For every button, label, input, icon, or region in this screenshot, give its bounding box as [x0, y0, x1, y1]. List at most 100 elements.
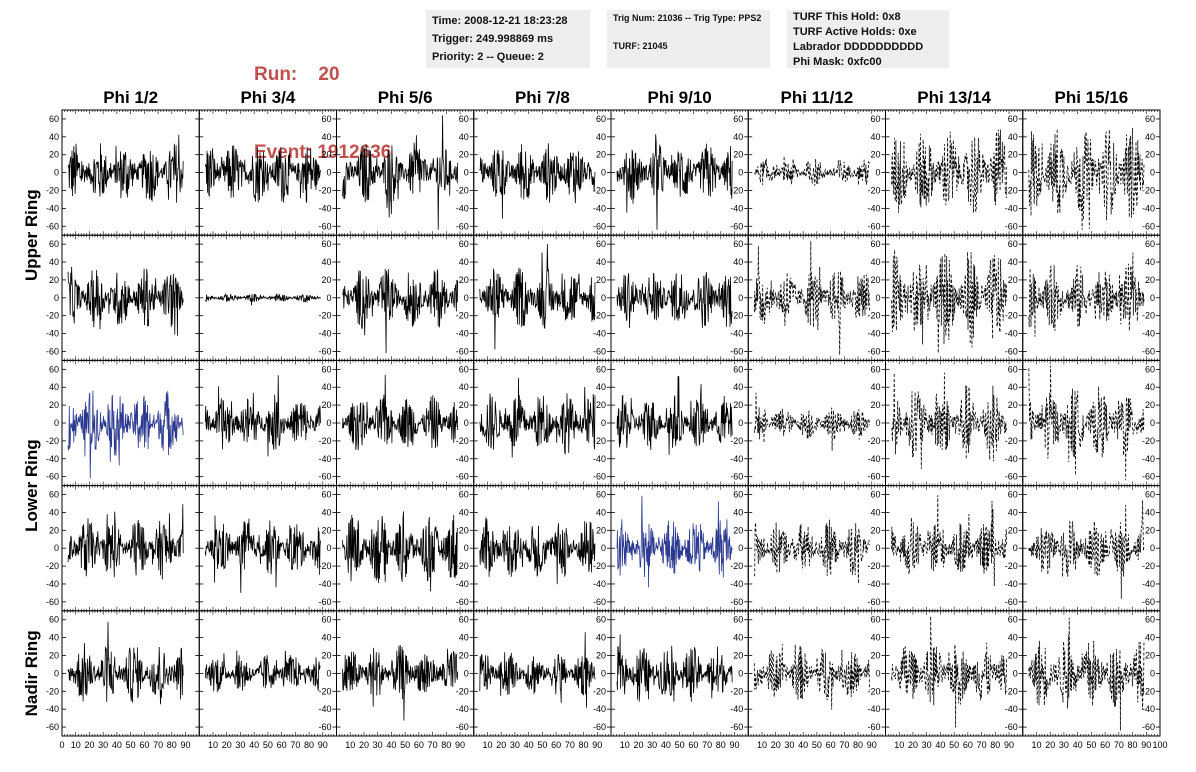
waveform-trace — [342, 268, 459, 354]
y-tick-label: 0 — [54, 543, 59, 553]
y-tick-label: 20 — [596, 275, 606, 285]
y-tick-label: 0 — [464, 293, 469, 303]
y-tick-label: 40 — [49, 633, 59, 643]
y-tick-label: 60 — [596, 364, 606, 374]
y-tick-label: -40 — [1005, 704, 1018, 714]
waveform-trace — [1028, 127, 1145, 230]
y-tick-label: 0 — [1150, 168, 1155, 178]
y-tick-label: -60 — [867, 346, 880, 356]
y-tick-label: 20 — [870, 400, 880, 410]
y-tick-label: 40 — [596, 507, 606, 517]
y-tick-label: -60 — [867, 472, 880, 482]
y-tick-label: -40 — [46, 203, 59, 213]
y-tick-label: 0 — [601, 168, 606, 178]
waveform-trace — [67, 504, 184, 580]
y-tick-label: 0 — [1150, 293, 1155, 303]
y-tick-label: 20 — [459, 275, 469, 285]
y-tick-label: -60 — [456, 472, 469, 482]
y-tick-label: 40 — [321, 382, 331, 392]
y-tick-label: 0 — [875, 418, 880, 428]
y-tick-label: 20 — [1145, 525, 1155, 535]
y-tick-label: 60 — [596, 615, 606, 625]
y-tick-label: 0 — [326, 418, 331, 428]
y-tick-label: -40 — [46, 579, 59, 589]
y-tick-label: -20 — [1142, 561, 1155, 571]
y-tick-label: 60 — [596, 239, 606, 249]
y-tick-label: -40 — [46, 454, 59, 464]
waveform-trace — [1028, 365, 1145, 481]
y-tick-label: 0 — [464, 668, 469, 678]
y-tick-label: -20 — [1005, 561, 1018, 571]
y-tick-label: 20 — [733, 651, 743, 661]
y-tick-label: -40 — [730, 203, 743, 213]
waveform-trace — [891, 249, 1008, 354]
row-header: Upper Ring — [22, 189, 41, 281]
y-tick-label: 20 — [321, 525, 331, 535]
y-tick-label: 40 — [49, 132, 59, 142]
waveform-trace — [67, 621, 184, 705]
y-tick-label: -40 — [1005, 203, 1018, 213]
y-tick-label: 0 — [601, 418, 606, 428]
y-tick-label: 40 — [1145, 507, 1155, 517]
y-tick-label: -40 — [730, 704, 743, 714]
y-tick-label: 20 — [1145, 400, 1155, 410]
y-tick-label: 60 — [459, 615, 469, 625]
y-tick-label: -60 — [46, 597, 59, 607]
waveform-trace — [753, 643, 870, 710]
waveform-trace — [753, 392, 870, 451]
event-label: Event: — [254, 142, 313, 163]
y-tick-label: 0 — [326, 668, 331, 678]
y-tick-label: 60 — [49, 114, 59, 124]
y-tick-label: 40 — [870, 633, 880, 643]
y-tick-label: -20 — [318, 185, 331, 195]
y-tick-label: 40 — [1145, 382, 1155, 392]
y-tick-label: -60 — [730, 472, 743, 482]
y-tick-label: -40 — [1142, 454, 1155, 464]
y-tick-label: -20 — [1142, 436, 1155, 446]
y-tick-label: 60 — [49, 239, 59, 249]
y-tick-label: 20 — [49, 400, 59, 410]
y-tick-label: 0 — [1013, 668, 1018, 678]
y-tick-label: -20 — [46, 185, 59, 195]
y-tick-label: -60 — [46, 472, 59, 482]
y-tick-label: -20 — [1005, 436, 1018, 446]
waveform-trace — [67, 134, 184, 203]
y-tick-label: 20 — [321, 400, 331, 410]
y-tick-label: -20 — [867, 436, 880, 446]
waveform-trace — [479, 377, 596, 458]
column-header: Phi 13/14 — [917, 88, 991, 107]
y-tick-label: 20 — [870, 275, 880, 285]
y-tick-label: -60 — [867, 722, 880, 732]
y-tick-label: 0 — [738, 168, 743, 178]
y-tick-label: 0 — [875, 543, 880, 553]
y-tick-label: 20 — [1008, 400, 1018, 410]
y-tick-label: 60 — [1008, 364, 1018, 374]
y-tick-label: 40 — [49, 507, 59, 517]
column-header: Phi 11/12 — [780, 88, 853, 107]
y-tick-label: 0 — [464, 543, 469, 553]
run-event-header: Run: 20 Event: 1912636 — [254, 10, 391, 192]
y-tick-label: 0 — [875, 668, 880, 678]
y-tick-label: 0 — [875, 293, 880, 303]
y-tick-label: -60 — [867, 221, 880, 231]
y-tick-label: 0 — [464, 168, 469, 178]
y-tick-label: 20 — [1145, 275, 1155, 285]
y-tick-label: -40 — [456, 329, 469, 339]
y-tick-label: 20 — [1008, 525, 1018, 535]
y-tick-label: -60 — [730, 597, 743, 607]
y-tick-label: -20 — [456, 311, 469, 321]
y-tick-label: -20 — [46, 436, 59, 446]
y-tick-label: 40 — [733, 633, 743, 643]
y-tick-label: -40 — [456, 454, 469, 464]
y-tick-label: -40 — [730, 579, 743, 589]
y-tick-label: -40 — [730, 329, 743, 339]
y-tick-label: 40 — [596, 132, 606, 142]
y-tick-label: 0 — [738, 668, 743, 678]
y-tick-label: -60 — [593, 597, 606, 607]
y-tick-label: -20 — [730, 436, 743, 446]
y-tick-label: 60 — [870, 364, 880, 374]
y-tick-label: 40 — [1145, 633, 1155, 643]
y-tick-label: -60 — [730, 722, 743, 732]
y-tick-label: 0 — [1150, 668, 1155, 678]
waveform-trace — [479, 243, 596, 350]
